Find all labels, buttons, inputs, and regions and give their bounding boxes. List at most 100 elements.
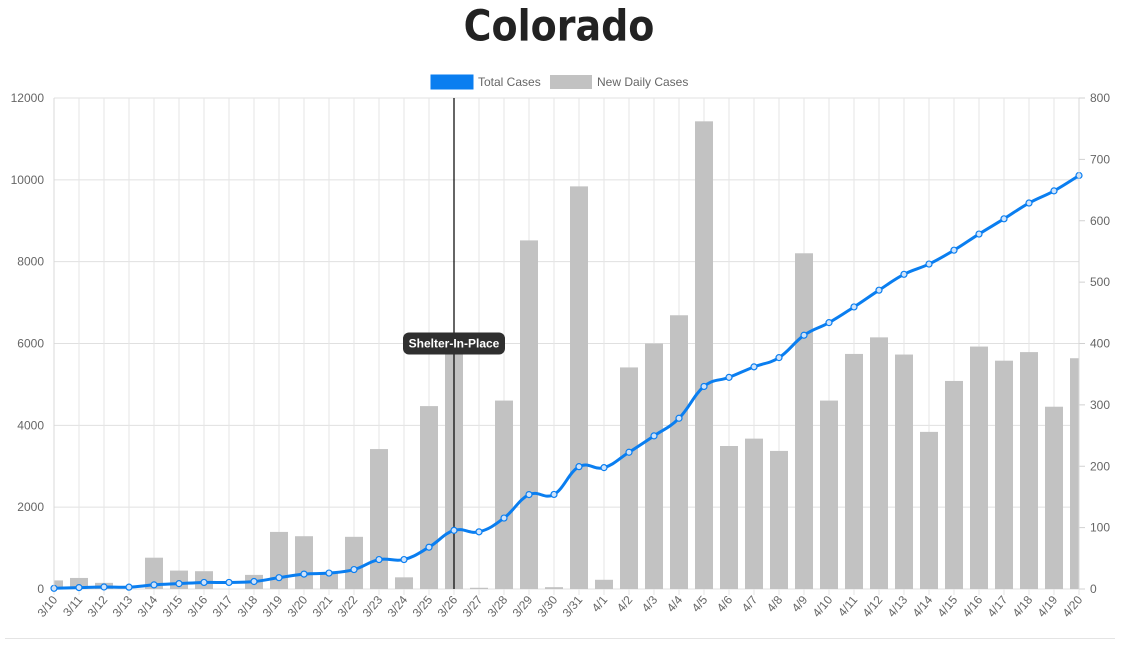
bar-new-daily-cases <box>870 337 888 589</box>
x-tick-label: 3/11 <box>60 593 85 619</box>
point-total-cases <box>925 260 933 268</box>
bar-new-daily-cases <box>670 315 688 589</box>
x-tick-label: 4/17 <box>985 593 1011 620</box>
point-total-cases <box>1050 187 1058 195</box>
point-total-cases <box>150 581 158 589</box>
line-layer <box>50 171 1083 592</box>
y-right-tick-label: 300 <box>1090 398 1110 412</box>
point-total-cases <box>825 319 833 327</box>
point-total-cases <box>950 246 958 254</box>
x-tick-label: 4/7 <box>739 593 761 615</box>
y-right-tick-label: 0 <box>1090 582 1097 596</box>
y-right-tick-label: 200 <box>1090 459 1110 473</box>
point-total-cases <box>475 528 483 536</box>
bar-new-daily-cases <box>570 186 588 589</box>
point-total-cases <box>100 583 108 591</box>
x-tick-label: 3/14 <box>135 593 161 620</box>
point-total-cases <box>350 565 358 574</box>
bar-new-daily-cases <box>395 577 413 589</box>
point-total-cases <box>375 555 383 564</box>
x-tick-label: 3/13 <box>110 593 136 620</box>
point-total-cases <box>325 569 333 577</box>
x-tick-label: 3/18 <box>235 593 261 620</box>
x-tick-label: 3/19 <box>260 593 286 620</box>
bar-new-daily-cases <box>420 406 438 589</box>
y-left-tick-label: 6000 <box>17 337 44 351</box>
bar-new-daily-cases <box>1070 358 1079 589</box>
point-total-cases <box>675 414 683 422</box>
bar-new-daily-cases <box>470 587 488 589</box>
point-total-cases <box>175 580 183 588</box>
x-tick-label: 3/17 <box>210 593 236 620</box>
x-tick-label: 4/2 <box>614 593 636 615</box>
x-tick-label: 4/4 <box>664 593 686 615</box>
point-total-cases <box>725 373 733 381</box>
point-total-cases <box>1025 199 1033 207</box>
x-tick-label: 3/23 <box>360 593 386 620</box>
point-total-cases <box>775 354 783 362</box>
x-tick-label: 4/10 <box>810 593 836 620</box>
point-total-cases <box>750 363 758 371</box>
point-total-cases <box>500 514 508 522</box>
bar-new-daily-cases <box>545 587 563 589</box>
point-total-cases <box>800 331 808 339</box>
bottom-divider <box>5 638 1115 639</box>
x-tick-label: 4/1 <box>589 593 611 615</box>
legend-swatch-new-daily-cases[interactable] <box>550 75 592 89</box>
point-total-cases <box>700 382 708 391</box>
x-tick-label: 4/3 <box>639 593 661 615</box>
x-tick-label: 3/15 <box>160 593 186 620</box>
bar-new-daily-cases <box>145 557 163 589</box>
point-total-cases <box>575 463 583 471</box>
bar-new-daily-cases <box>695 121 713 589</box>
bar-new-daily-cases <box>320 573 338 589</box>
bar-new-daily-cases <box>945 380 963 589</box>
y-right-tick-label: 500 <box>1090 275 1110 289</box>
y-left-tick-label: 12000 <box>11 91 45 105</box>
x-tick-label: 4/13 <box>885 593 911 620</box>
y-right-tick-label: 100 <box>1090 521 1110 535</box>
bar-new-daily-cases <box>495 400 513 589</box>
x-tick-label: 4/12 <box>860 593 886 620</box>
bar-new-daily-cases <box>370 449 388 589</box>
x-tick-label: 4/20 <box>1060 593 1086 620</box>
y-right-tick-label: 400 <box>1090 337 1110 351</box>
y-right-tick-label: 600 <box>1090 214 1110 228</box>
point-total-cases <box>200 578 208 587</box>
point-total-cases <box>275 574 283 582</box>
bar-new-daily-cases <box>595 579 613 589</box>
bar-new-daily-cases <box>770 450 788 589</box>
x-tick-label: 3/27 <box>460 593 486 620</box>
x-tick-label: 4/16 <box>960 593 986 620</box>
legend-label-new-daily-cases[interactable]: New Daily Cases <box>597 75 688 89</box>
bar-new-daily-cases <box>270 531 288 589</box>
point-total-cases <box>1000 215 1008 223</box>
bar-new-daily-cases <box>295 536 313 589</box>
y-left-tick-label: 8000 <box>17 255 44 269</box>
legend[interactable]: Total Cases New Daily Cases <box>430 74 688 90</box>
bar-new-daily-cases <box>520 240 538 589</box>
point-total-cases <box>550 490 558 499</box>
x-tick-label: 3/20 <box>285 593 311 620</box>
point-total-cases <box>650 432 658 440</box>
x-tick-label: 3/22 <box>335 593 361 620</box>
y-right-tick-label: 700 <box>1090 152 1110 166</box>
point-total-cases <box>425 543 433 551</box>
point-total-cases <box>75 584 83 592</box>
bar-new-daily-cases <box>620 367 638 589</box>
legend-label-total-cases[interactable]: Total Cases <box>478 75 541 89</box>
bars-layer <box>54 121 1079 589</box>
x-tick-label: 3/16 <box>185 593 211 620</box>
x-tick-label: 3/26 <box>435 593 461 620</box>
point-total-cases <box>600 464 608 472</box>
annotation-label-box <box>403 332 505 355</box>
x-tick-label: 4/19 <box>1035 593 1061 620</box>
bar-new-daily-cases <box>895 354 913 589</box>
point-total-cases <box>625 448 633 456</box>
bar-new-daily-cases <box>970 346 988 589</box>
y-left-tick-label: 2000 <box>17 500 44 514</box>
legend-swatch-total-cases[interactable] <box>430 74 474 90</box>
bar-new-daily-cases <box>1020 352 1038 589</box>
x-tick-label: 3/30 <box>535 593 561 620</box>
